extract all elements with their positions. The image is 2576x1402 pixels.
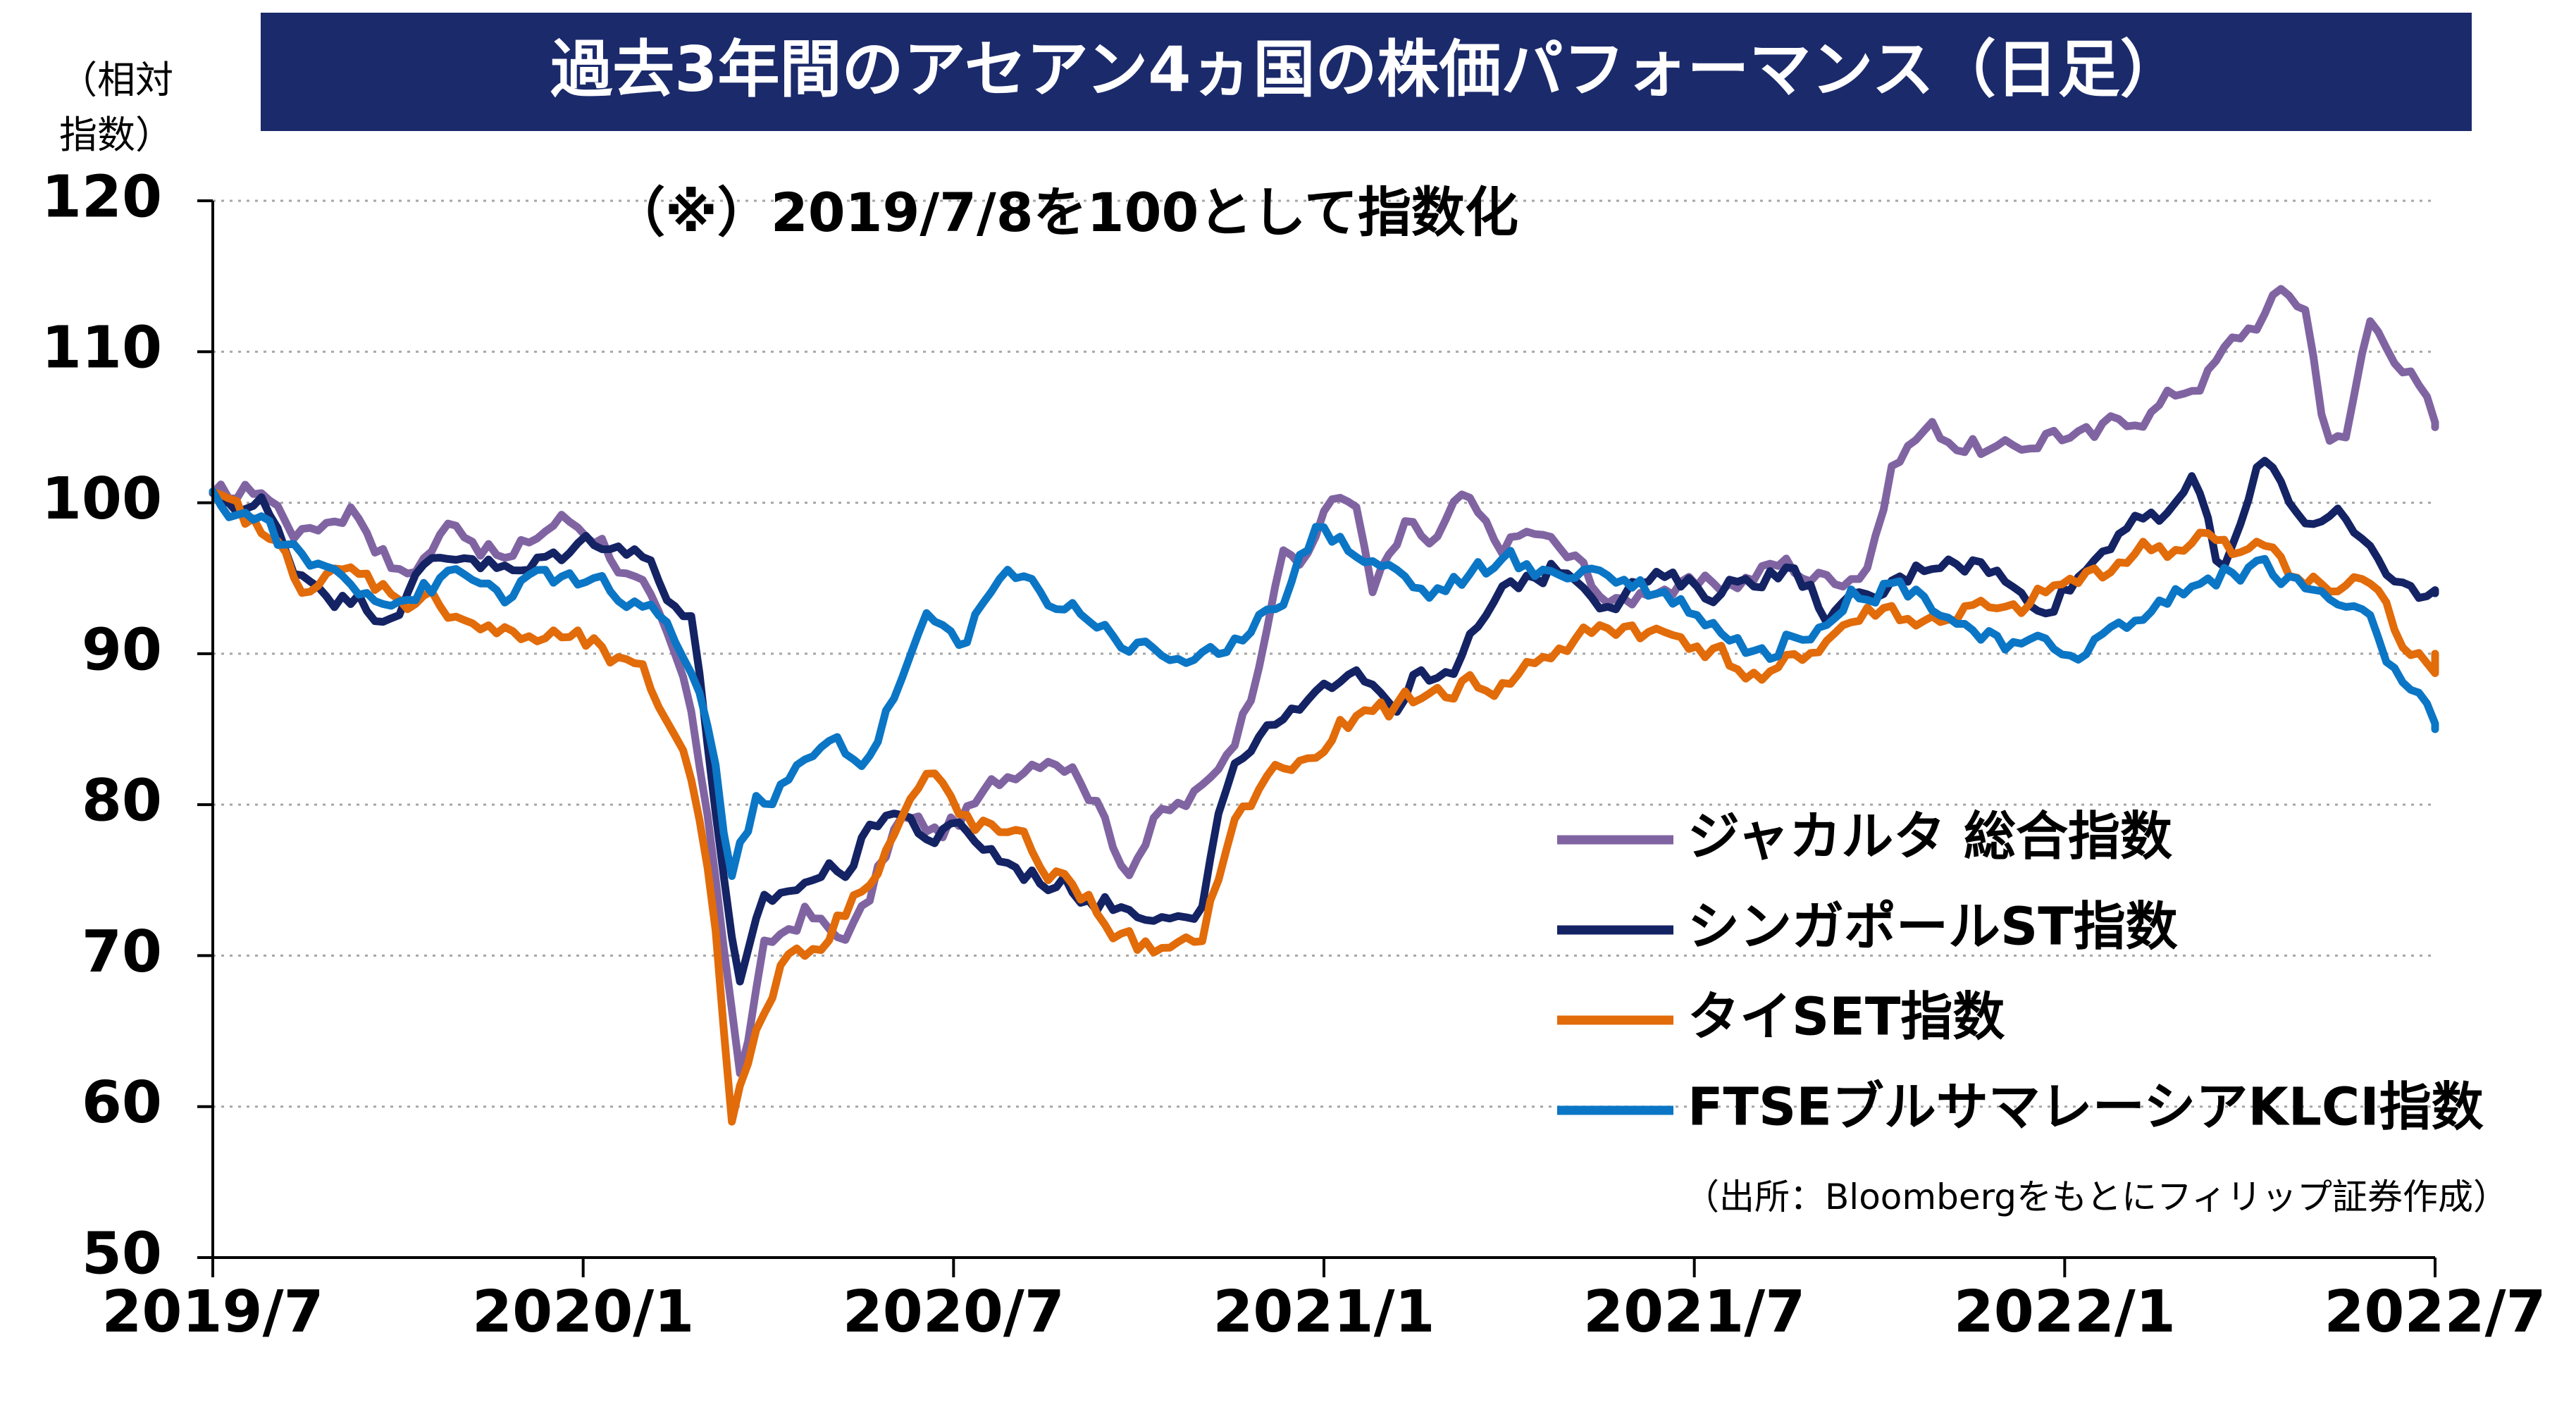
legend-label: タイSET指数 <box>1688 987 2005 1048</box>
y-tick-label: 110 <box>42 315 162 382</box>
x-tick-label: 2021/7 <box>1583 1279 1805 1346</box>
x-tick-label: 2020/7 <box>843 1279 1065 1346</box>
gridlines <box>213 199 2435 1108</box>
y-tick-labels: 50 60 70 80 90 100 110 120 <box>42 163 162 1287</box>
y-tick-label: 100 <box>42 466 162 533</box>
source-note: （出所：Bloombergをもとにフィリップ証券作成） <box>1684 1177 2508 1217</box>
legend-label: ジャカルタ 総合指数 <box>1688 807 2172 867</box>
x-tick-labels: 2019/7 2020/1 2020/7 2021/1 2021/7 2022/1 2022… <box>101 1279 2546 1346</box>
y-tick-label: 90 <box>82 616 162 683</box>
chart-title: 過去3年間のアセアン4ヵ国の株価パフォーマンス（日足） <box>550 33 2181 106</box>
x-tick-label: 2021/1 <box>1213 1279 1435 1346</box>
y-tick-label: 80 <box>82 768 162 835</box>
x-tick-label: 2020/1 <box>472 1279 694 1346</box>
x-tick-label: 2022/1 <box>1954 1279 2176 1346</box>
legend-label: シンガポールST指数 <box>1688 897 2178 957</box>
y-tick-label: 60 <box>82 1069 162 1136</box>
y-tick-label: 120 <box>42 163 162 230</box>
legend-label: FTSEブルサマレーシアKLCI指数 <box>1688 1077 2484 1138</box>
y-unit-label-line1: （相対 <box>59 58 173 102</box>
chart-note: （※）2019/7/8を100として指数化 <box>612 181 1518 244</box>
series-line-2 <box>209 457 2439 986</box>
title-banner <box>261 13 2472 131</box>
series-line-4 <box>209 488 2439 880</box>
axes <box>197 199 2436 1277</box>
series-lines <box>209 285 2439 1126</box>
y-tick-label: 70 <box>82 919 162 986</box>
y-tick-label: 50 <box>82 1220 162 1287</box>
x-tick-label: 2019/7 <box>101 1279 323 1346</box>
y-unit-label-line2: 指数） <box>59 113 173 157</box>
x-tick-label: 2022/7 <box>2324 1279 2546 1346</box>
series-line-3 <box>209 488 2439 1126</box>
